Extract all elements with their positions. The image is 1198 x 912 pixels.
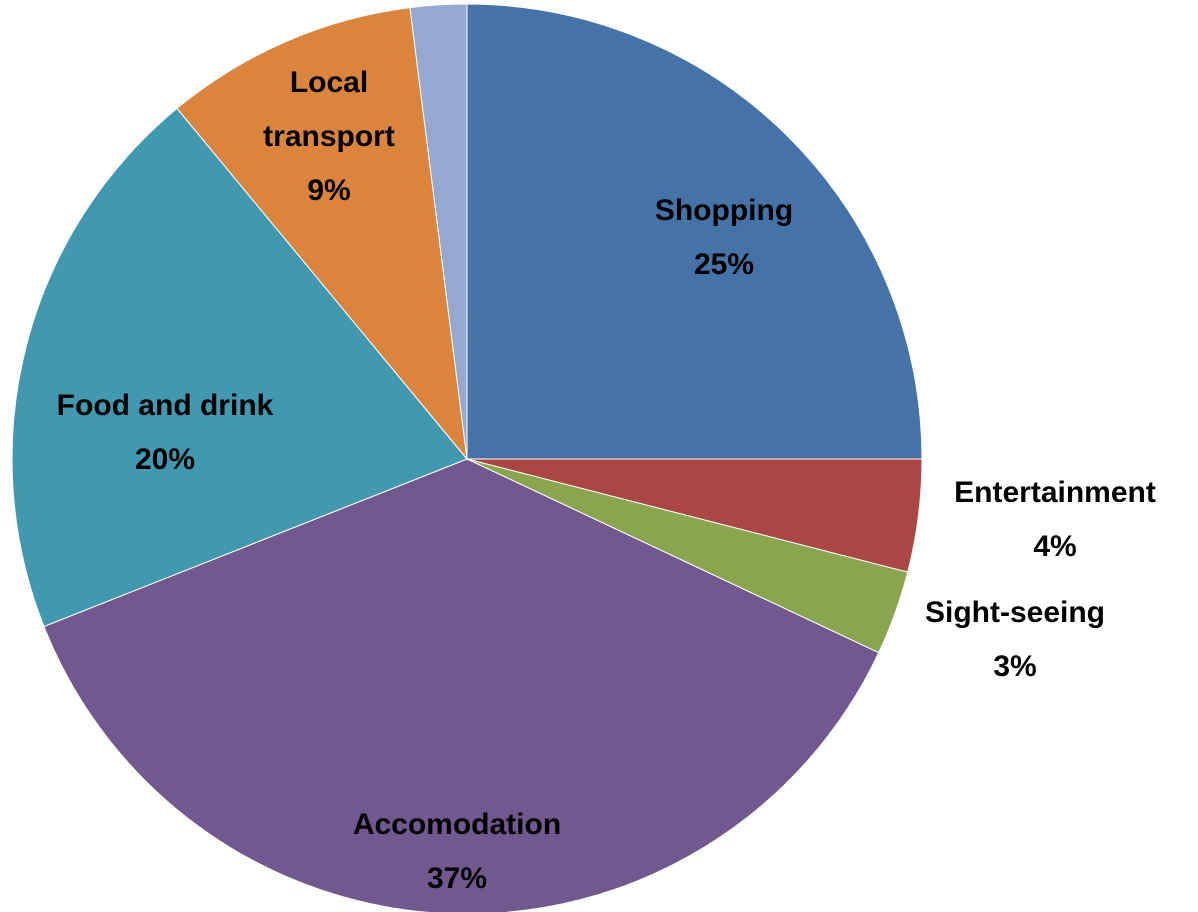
- value-label: 4%: [1033, 530, 1077, 563]
- slice-label: Accomodation 37%: [307, 798, 607, 906]
- category-label: Shopping: [654, 194, 794, 227]
- value-label: 9%: [307, 174, 351, 207]
- value-label: 37%: [426, 862, 488, 895]
- slice-label: Sight-seeing 3%: [865, 586, 1165, 694]
- category-label: Entertainment: [954, 476, 1156, 509]
- pie-slice: [409, 3, 468, 460]
- pie-slice: [176, 7, 468, 461]
- slice-label: Food and drink 20%: [15, 379, 315, 487]
- slice-label: Shopping 25%: [574, 184, 874, 292]
- slice-label: Entertainment 4%: [905, 466, 1198, 574]
- category-label: Food and drink: [56, 389, 274, 422]
- value-label: 20%: [134, 443, 196, 476]
- slice-label: Local transport 9%: [254, 56, 404, 218]
- pie-slice: [466, 3, 923, 460]
- category-label: Local transport: [263, 66, 395, 153]
- category-label: Sight-seeing: [924, 596, 1105, 629]
- category-label: Accomodation: [352, 808, 562, 841]
- pie-slice: [11, 107, 468, 628]
- pie-slice: [43, 458, 880, 912]
- value-label: 3%: [993, 650, 1037, 683]
- value-label: 25%: [693, 248, 755, 281]
